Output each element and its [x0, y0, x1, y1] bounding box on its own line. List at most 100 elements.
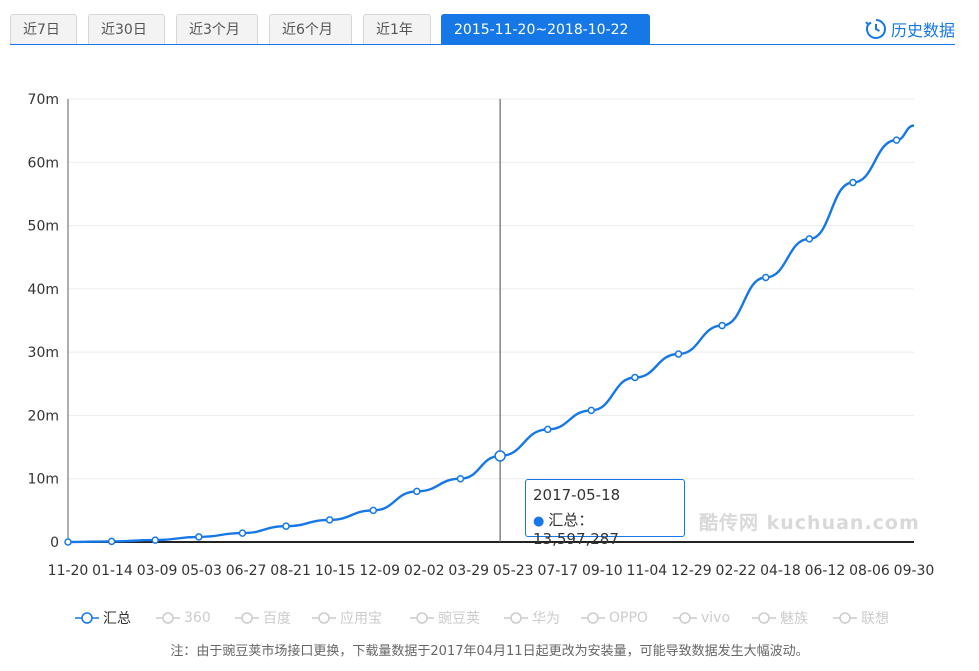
legend-marker-icon	[410, 612, 434, 624]
y-tick-label: 0	[50, 535, 59, 551]
data-point[interactable]	[151, 536, 159, 544]
legend-item[interactable]: 汇总	[75, 606, 131, 630]
legend-item[interactable]: 魅族	[752, 606, 808, 630]
x-tick-label: 05-03	[181, 563, 222, 579]
data-point[interactable]	[674, 350, 683, 358]
data-point[interactable]	[631, 373, 639, 382]
legend-item[interactable]: 联想	[833, 606, 889, 630]
y-tick-label: 40m	[28, 282, 59, 298]
tab-3-months[interactable]: 近3个月	[176, 14, 258, 44]
legend-label: 应用宝	[340, 611, 382, 627]
history-data-link[interactable]: 历史数据	[865, 16, 955, 42]
data-point[interactable]	[64, 538, 72, 546]
tooltip-separator: ：	[578, 511, 594, 529]
legend-label: 百度	[263, 611, 291, 627]
data-point[interactable]	[761, 273, 770, 282]
legend-label: 豌豆荚	[438, 611, 480, 627]
x-tick-label: 09-10	[582, 563, 623, 579]
legend-item[interactable]: 百度	[235, 606, 291, 630]
data-point[interactable]	[543, 425, 552, 434]
data-point[interactable]	[849, 178, 857, 187]
x-tick-label: 02-22	[716, 563, 757, 579]
data-point[interactable]	[805, 235, 814, 243]
date-range-tabs: 近7日 近30日 近3个月 近6个月 近1年 2015-11-20~2018-1…	[10, 14, 955, 45]
legend-marker-icon	[833, 612, 857, 624]
data-point[interactable]	[238, 529, 247, 537]
legend-item[interactable]: 应用宝	[312, 606, 382, 630]
tooltip-series-name: 汇总	[548, 511, 579, 529]
x-tick-label: 06-27	[226, 563, 267, 579]
x-tick-label: 03-09	[137, 563, 178, 579]
history-link-label: 历史数据	[890, 21, 955, 40]
x-tick-label: 08-21	[270, 563, 311, 579]
legend-item[interactable]: vivo	[673, 606, 730, 630]
legend-marker-icon	[752, 612, 776, 624]
legend-label: 360	[184, 610, 211, 626]
tab-7-days[interactable]: 近7日	[10, 14, 77, 44]
tab-6-months[interactable]: 近6个月	[269, 14, 352, 44]
legend-item[interactable]: 华为	[504, 606, 560, 630]
y-tick-label: 30m	[28, 345, 59, 361]
tab-custom-range[interactable]: 2015-11-20~2018-10-22	[441, 14, 650, 44]
x-tick-label: 08-06	[849, 563, 890, 579]
tab-1-year[interactable]: 近1年	[363, 14, 431, 44]
tab-30-days[interactable]: 近30日	[88, 14, 165, 44]
y-tick-label: 10m	[28, 472, 59, 488]
tooltip-series-dot: ●	[533, 514, 545, 529]
x-tick-label: 04-18	[760, 563, 801, 579]
x-tick-label: 11-04	[626, 563, 667, 579]
legend-label: 汇总	[103, 611, 131, 627]
y-tick-label: 70m	[28, 92, 59, 108]
data-point[interactable]	[892, 136, 901, 144]
legend-item[interactable]: 豌豆荚	[410, 606, 480, 630]
tooltip-date: 2017-05-18	[533, 486, 621, 504]
legend-label: OPPO	[609, 610, 648, 626]
legend-marker-icon	[156, 612, 180, 624]
y-tick-label: 50m	[28, 219, 59, 235]
x-tick-label: 11-20	[48, 563, 89, 579]
data-point[interactable]	[587, 406, 596, 415]
x-tick-label: 12-09	[359, 563, 400, 579]
x-tick-label: 01-14	[92, 563, 133, 579]
data-point[interactable]	[413, 487, 421, 496]
data-point[interactable]	[282, 522, 290, 530]
data-note: 注：由于豌豆荚市场接口更换，下载量数据于2017年04月11日起更改为安装量，可…	[170, 644, 809, 659]
data-point[interactable]	[195, 533, 203, 541]
chart-legend: 汇总 360 百度 应用宝 豌豆荚 华为 OPPO vivo 魅族 联想	[0, 606, 979, 630]
data-point[interactable]	[369, 506, 378, 515]
x-tick-label: 12-29	[671, 563, 712, 579]
legend-item[interactable]: OPPO	[581, 606, 648, 630]
legend-label: 魅族	[780, 611, 808, 627]
data-point[interactable]	[718, 321, 726, 330]
legend-marker-icon	[235, 612, 259, 624]
x-tick-label: 03-29	[448, 563, 489, 579]
legend-marker-icon	[312, 612, 336, 624]
tooltip-value: 13,597,287	[533, 530, 619, 548]
x-tick-label: 02-02	[404, 563, 445, 579]
tabs-divider	[10, 44, 955, 45]
data-point[interactable]	[107, 537, 116, 546]
x-tick-label: 05-23	[493, 563, 534, 579]
data-point[interactable]	[456, 474, 465, 483]
legend-marker-icon	[581, 612, 605, 624]
y-tick-label: 60m	[28, 155, 59, 171]
chart-tooltip: 2017-05-18 ● 汇总：13,597,287	[525, 479, 685, 548]
series-line-total	[67, 124, 915, 544]
x-tick-label: 07-17	[537, 563, 578, 579]
legend-marker-icon	[504, 612, 528, 624]
x-tick-label: 10-15	[315, 563, 356, 579]
history-clock-icon	[865, 19, 886, 39]
x-tick-label: 06-12	[805, 563, 846, 579]
legend-label: 华为	[532, 611, 560, 627]
y-tick-label: 20m	[28, 408, 59, 424]
legend-marker-icon	[75, 612, 99, 624]
legend-item[interactable]: 360	[156, 606, 211, 630]
legend-label: 联想	[861, 611, 889, 627]
highlighted-data-point[interactable]	[494, 450, 506, 462]
legend-marker-icon	[673, 612, 697, 624]
x-tick-label: 09-30	[894, 563, 935, 579]
watermark: 酷传网 kuchuan.com	[699, 512, 920, 534]
data-point[interactable]	[325, 516, 334, 524]
legend-label: vivo	[701, 610, 731, 626]
